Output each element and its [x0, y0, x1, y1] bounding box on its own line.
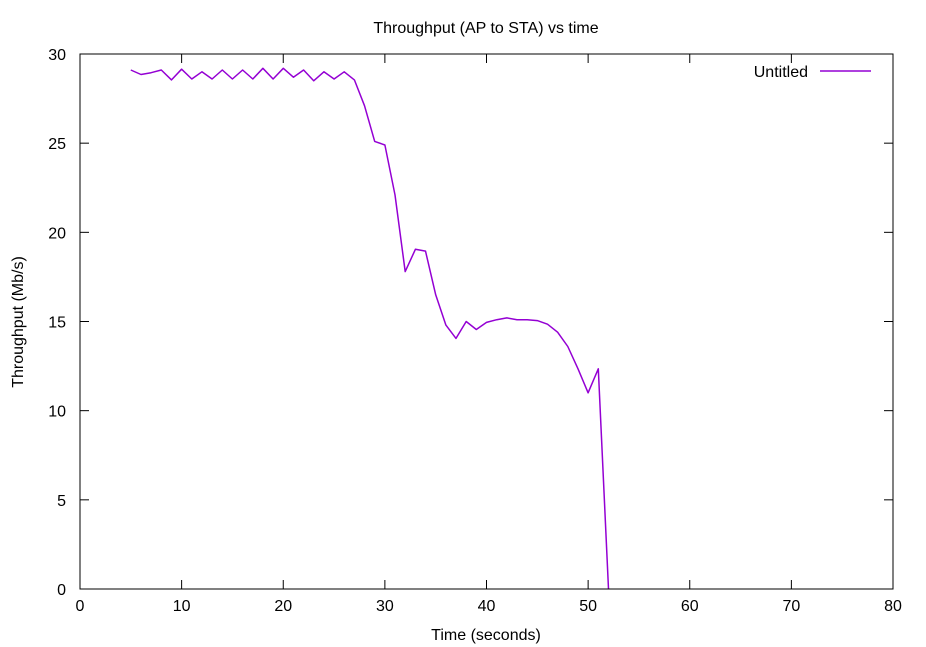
y-tick-label: 15: [48, 315, 66, 332]
series-group: [130, 67, 610, 590]
series-line-0: [130, 67, 610, 590]
x-tick-label: 0: [76, 598, 85, 615]
x-tick-label: 50: [579, 598, 597, 615]
legend: Untitled: [754, 64, 871, 81]
x-tick-label: 60: [681, 598, 699, 615]
y-tick-label: 25: [48, 136, 66, 153]
y-tick-label: 20: [48, 225, 66, 242]
x-tick-label: 40: [478, 598, 496, 615]
y-tick-label: 0: [57, 582, 66, 599]
x-tick-label: 20: [274, 598, 292, 615]
y-axis-label: Throughput (Mb/s): [10, 256, 27, 388]
x-axis-label: Time (seconds): [431, 627, 541, 644]
chart-title: Throughput (AP to STA) vs time: [373, 20, 598, 37]
axis-ticks: 0 10 20 30 40 50 60 70 80 0 5 10 15 20 25 30: [48, 47, 902, 615]
legend-label: Untitled: [754, 64, 808, 81]
y-tick-label: 10: [48, 404, 66, 421]
x-tick-label: 80: [884, 598, 902, 615]
x-tick-label: 30: [376, 598, 394, 615]
y-tick-label: 30: [48, 47, 66, 64]
x-tick-label: 70: [782, 598, 800, 615]
x-tick-label: 10: [173, 598, 191, 615]
plot-frame: [79, 53, 894, 590]
y-tick-label: 5: [57, 493, 66, 510]
